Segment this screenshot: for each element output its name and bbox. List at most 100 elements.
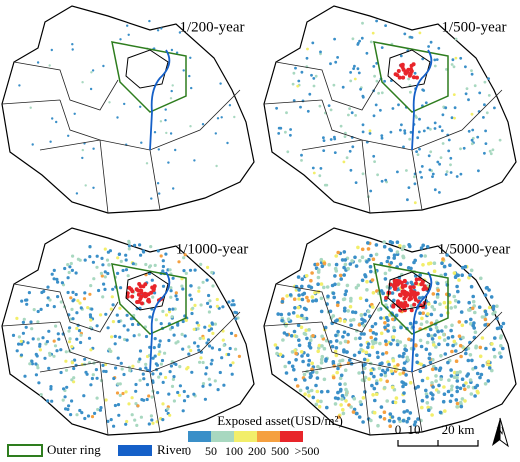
exposure-dot <box>387 290 392 295</box>
exposure-dot <box>121 268 125 273</box>
exposure-dot <box>396 363 400 367</box>
exposure-dot <box>34 373 39 377</box>
colorbar-label: 100 <box>225 444 243 458</box>
exposure-dot <box>188 268 193 272</box>
exposure-dot <box>161 418 165 422</box>
exposure-dot <box>395 342 400 347</box>
exposure-dot <box>118 382 122 386</box>
exposure-dot <box>227 300 231 304</box>
exposure-dot <box>115 391 120 395</box>
exposure-dot <box>401 304 406 309</box>
exposure-dot <box>307 328 311 332</box>
river <box>411 49 433 151</box>
exposure-dot <box>193 159 196 162</box>
exposure-dot <box>83 357 87 361</box>
inner-district <box>125 49 169 89</box>
exposure-dot <box>138 349 143 353</box>
exposure-dot <box>458 386 463 391</box>
exposure-dot <box>386 329 390 333</box>
exposure-dot <box>422 129 426 133</box>
exposure-dot <box>491 304 496 309</box>
exposure-dot <box>185 367 189 371</box>
exposure-dot <box>116 256 120 260</box>
exposure-dot <box>497 351 502 355</box>
exposure-dot <box>362 357 367 362</box>
exposure-dot <box>340 258 345 262</box>
exposure-dot <box>375 350 380 355</box>
exposure-dot <box>372 114 376 118</box>
exposure-dot <box>120 367 124 371</box>
exposure-dot <box>141 372 145 376</box>
exposure-dot <box>79 340 83 345</box>
exposure-dot <box>370 278 375 282</box>
exposure-dot <box>157 343 161 347</box>
exposure-dot <box>426 312 430 316</box>
exposure-dot <box>448 399 453 404</box>
exposure-dot <box>89 383 93 387</box>
exposure-dot <box>471 128 475 132</box>
exposure-dot <box>340 393 345 398</box>
exposure-dot <box>20 342 24 346</box>
exposure-dot <box>333 396 338 400</box>
exposure-dot <box>464 381 468 385</box>
exposure-dot <box>218 348 222 352</box>
exposure-dot <box>406 67 411 72</box>
exposure-dot <box>71 317 75 321</box>
exposure-dot <box>318 104 322 108</box>
exposure-dot <box>450 63 454 66</box>
exposure-dot <box>134 382 138 387</box>
exposure-dot <box>125 313 129 317</box>
exposure-dot <box>198 336 202 341</box>
exposure-dot <box>333 266 338 271</box>
exposure-dot <box>176 323 180 327</box>
exposure-dot <box>167 392 171 396</box>
exposure-dot <box>407 77 410 81</box>
exposure-dot <box>314 383 318 388</box>
exposure-dot <box>50 272 54 276</box>
exposure-dot <box>36 61 40 64</box>
exposure-dot <box>451 58 455 62</box>
exposure-dot <box>441 113 445 117</box>
exposure-dot <box>201 384 205 388</box>
exposure-dot <box>63 266 67 271</box>
exposure-dot <box>89 284 93 288</box>
exposure-dot <box>368 264 373 269</box>
exposure-dot <box>136 299 141 304</box>
exposure-dot <box>409 266 413 271</box>
exposure-dot <box>134 402 138 406</box>
exposure-dot <box>340 397 344 401</box>
exposure-dot <box>352 353 357 358</box>
exposure-dot <box>398 244 402 248</box>
exposure-dot <box>383 373 388 378</box>
exposure-dot <box>131 322 135 327</box>
exposure-dot <box>470 138 474 142</box>
exposure-dot <box>441 142 445 145</box>
exposure-dot <box>83 258 87 262</box>
exposure-dot <box>358 296 363 301</box>
exposure-dot <box>493 354 497 359</box>
exposure-dot <box>430 305 435 309</box>
exposure-dot <box>292 297 297 301</box>
exposure-dot <box>174 294 178 298</box>
exposure-dot <box>384 342 389 347</box>
exposure-dot <box>428 352 432 356</box>
exposure-dot <box>491 148 495 152</box>
exposure-dot <box>192 327 196 331</box>
exposure-dot <box>111 320 115 324</box>
exposure-dot <box>68 337 72 341</box>
exposure-dot <box>115 313 119 317</box>
exposure-dot <box>158 192 161 195</box>
exposure-dot <box>431 175 434 179</box>
exposure-dot <box>338 273 343 278</box>
exposure-dot <box>193 268 197 272</box>
exposure-dot <box>79 333 83 337</box>
exposure-dot <box>389 342 393 346</box>
exposure-dot <box>27 291 31 295</box>
exposure-dot <box>448 300 452 305</box>
exposure-dot <box>387 362 391 367</box>
exposure-dot <box>403 129 407 133</box>
exposure-dot <box>454 56 458 60</box>
exposure-dot <box>338 341 343 345</box>
exposure-dot <box>493 106 496 110</box>
exposure-dot <box>421 263 425 267</box>
